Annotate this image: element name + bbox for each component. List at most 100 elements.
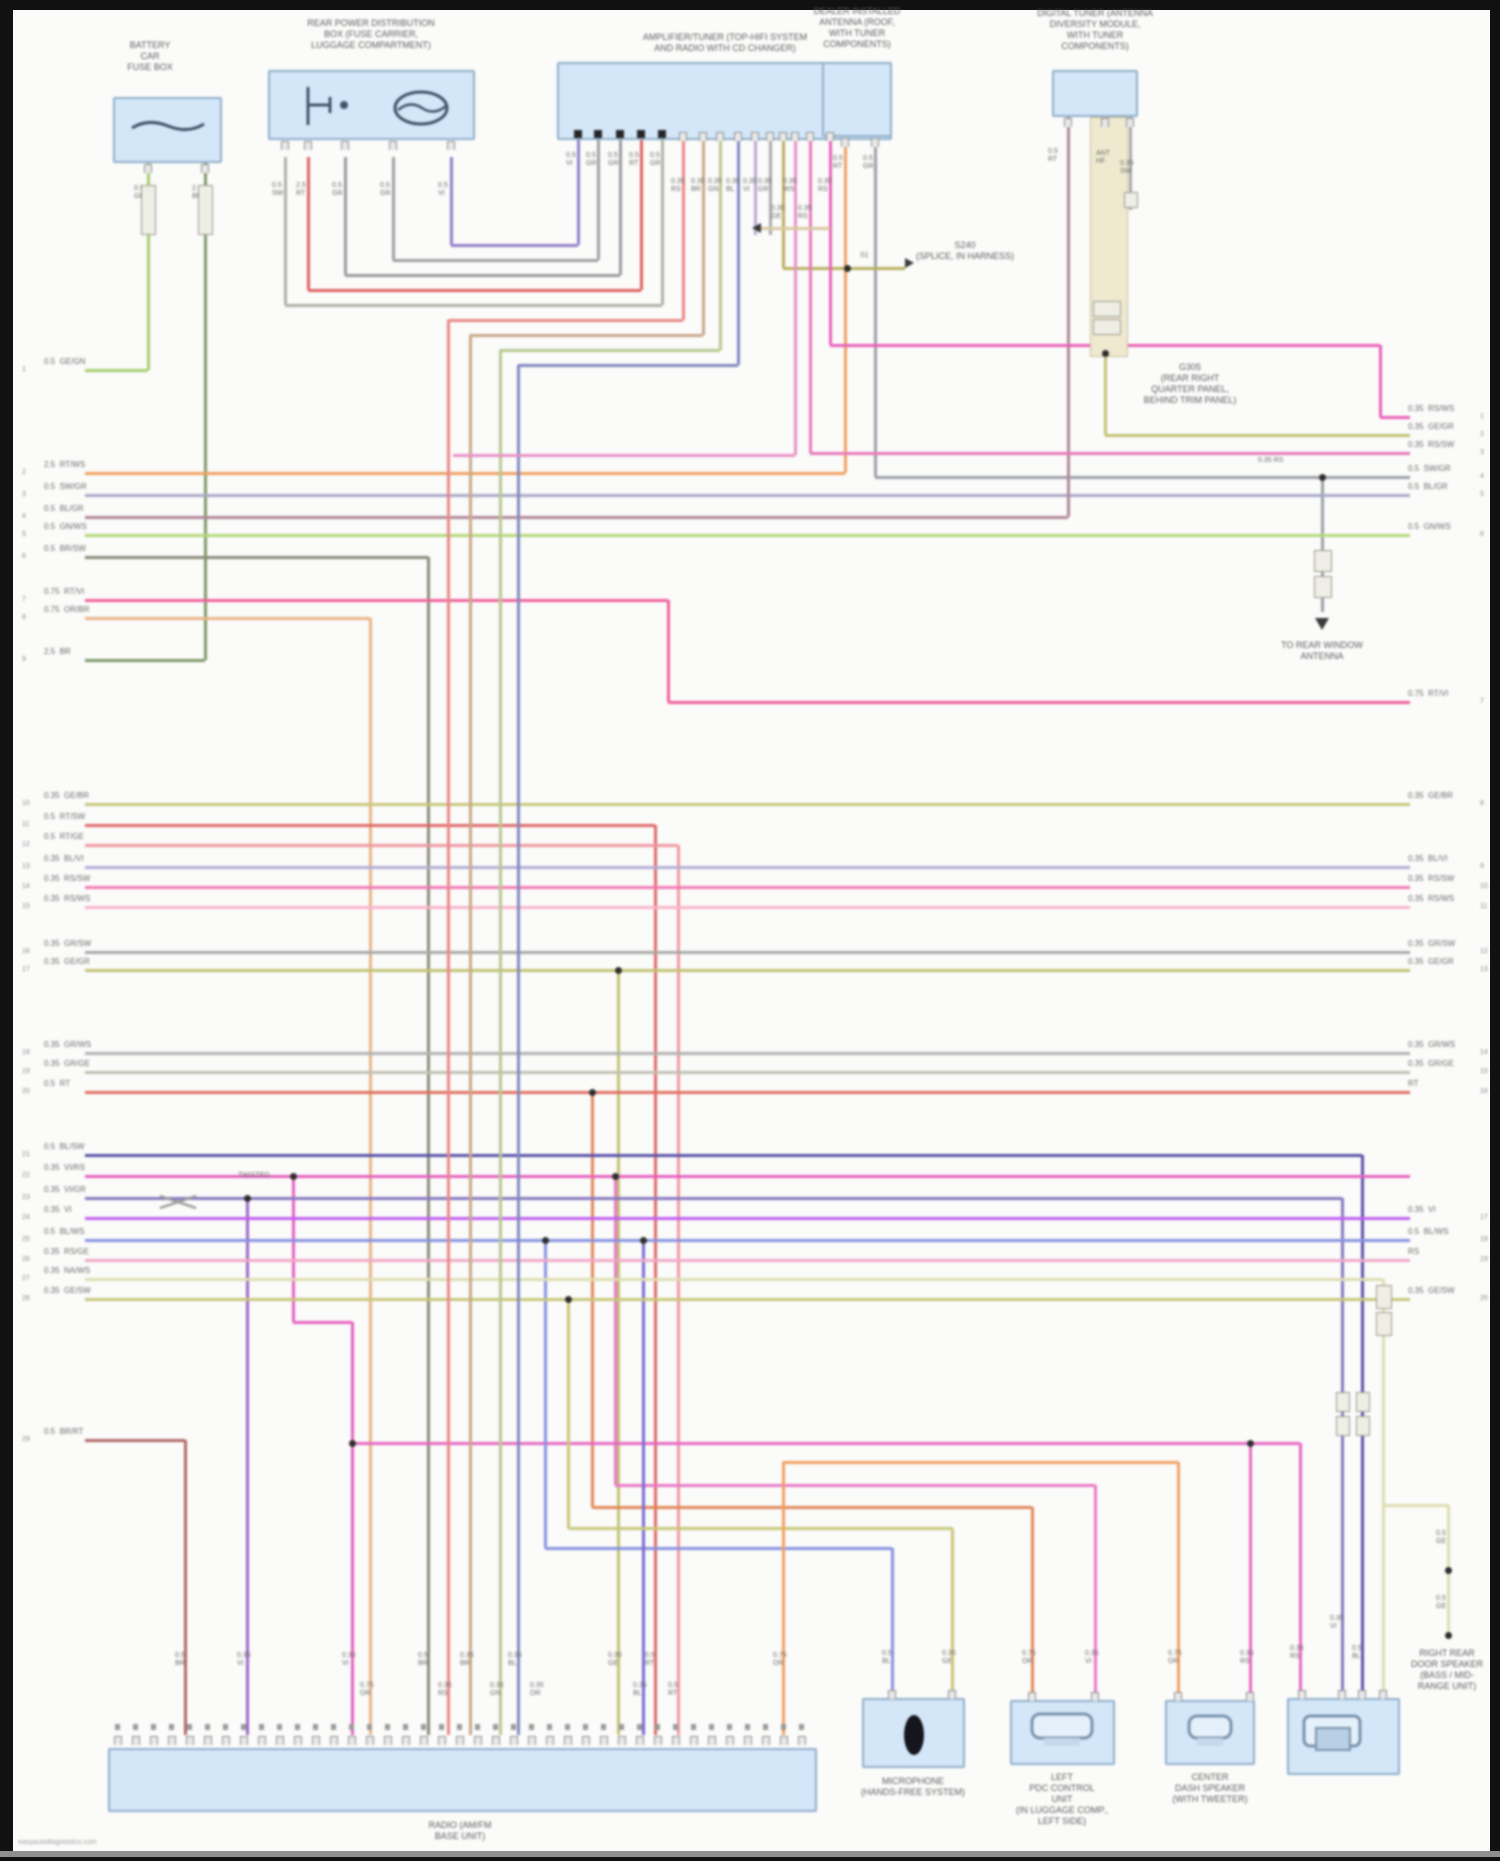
wire-spec-label: 0.35 WS (783, 178, 797, 193)
left-wire-label: 0.35 GR/WS (44, 1040, 92, 1049)
c830-magenta-wire-segment (828, 140, 832, 345)
stair1-wire-segment (283, 157, 287, 305)
row20-red-wire-segment (85, 1090, 1410, 1094)
left-row-number: 1 (22, 366, 26, 373)
right-wire-label: RT (1408, 1079, 1419, 1088)
left-wire-label: 0.35 GR/GE (44, 1059, 90, 1068)
row7-magenta-wire-segment (666, 600, 670, 702)
junction-dot (1445, 1567, 1452, 1574)
wire-spec-label: 0.5 GR (608, 152, 619, 167)
connector-pin (1028, 1692, 1036, 1701)
wire-spec-label: 0.35 BL (726, 178, 740, 193)
connector-pin (1101, 118, 1109, 127)
wire-spec-label: 0.35 RS (1290, 1645, 1304, 1660)
left-row-number: 19 (22, 1068, 30, 1075)
right-wire-label: 0.35 RS/SW (1408, 440, 1455, 449)
pin-number-mark (385, 1724, 390, 1730)
junction-dot (290, 1173, 297, 1180)
relay-icon (300, 85, 360, 130)
right-wire-label: 0.5 BL/WS (1408, 1227, 1449, 1236)
row14-pink-wire-segment (85, 885, 1410, 889)
v568-olive-wire-segment (568, 1526, 952, 1530)
right-row-number: 2 (1480, 431, 1484, 438)
wire-spec-label: 0.5 RT (645, 1652, 655, 1667)
left-wire-label: 0.75 OR/BR (44, 605, 90, 614)
wire-spec-label: 0.5 VI (438, 182, 448, 197)
connector-pin (1064, 118, 1072, 127)
stair5-wire-segment (451, 243, 578, 247)
pin-number-mark (169, 1724, 174, 1730)
v615-magenta-wire-segment (615, 1483, 1095, 1487)
junction-dot (615, 967, 622, 974)
wire-spec-label: 0.5 RT (668, 1682, 678, 1697)
connector-pin (734, 132, 742, 141)
left-wire-label: 0.35 GR/SW (44, 939, 92, 948)
c795-wire-segment (453, 453, 795, 457)
wire-spec-label: 0.35 RS (438, 1682, 452, 1697)
row23-violet-wire-segment (1340, 1198, 1344, 1698)
pin-number-mark (547, 1724, 552, 1730)
connector-mark (1124, 192, 1138, 208)
connector-mark (1093, 301, 1121, 317)
stair3-wire-segment (343, 157, 347, 275)
down-arrow-icon (1315, 618, 1329, 630)
connector-pin (1174, 1692, 1182, 1701)
pin-number-mark (295, 1724, 300, 1730)
right-wire-label: 0.5 SW/GR (1408, 464, 1451, 473)
wire-spec-label: 0.35 VI (1330, 1615, 1344, 1630)
right-wire-label: 0.35 VI (1408, 1205, 1436, 1214)
connector-pin (806, 132, 814, 141)
c720-wire-segment (500, 348, 720, 352)
pin-number-mark (673, 1724, 678, 1730)
wire-spec-label: 0.35 BL (508, 1652, 522, 1667)
wire-spec-label: 0.5 GR (863, 155, 874, 170)
left-row-number: 20 (22, 1088, 30, 1095)
left-row-number: 21 (22, 1151, 30, 1158)
connector-pin (1338, 1690, 1346, 1699)
v615-magenta-wire-segment (1093, 1485, 1097, 1700)
connector-mark (1336, 1392, 1350, 1412)
black-pin (658, 130, 666, 138)
c830-magenta-wire-segment (1380, 415, 1410, 419)
wire-spec-label: 0.35 GE (771, 205, 785, 220)
wire-spec-label: 0.75 OR (360, 1682, 374, 1697)
battery-green-wire-segment (146, 163, 150, 370)
left-row-number: 12 (22, 841, 30, 848)
left-row-number: 27 (22, 1275, 30, 1282)
pin-number-mark (205, 1724, 210, 1730)
connector-pin (600, 1736, 608, 1745)
connector-pin (582, 1736, 590, 1745)
wire-spec-label: 0.75 OR (1168, 1650, 1182, 1665)
left-wire-label: 0.75 RT/VI (44, 587, 85, 596)
wire-spec-label: 0.35 VI (342, 1652, 356, 1667)
left-row-number: 5 (22, 531, 26, 538)
pin-number-mark (277, 1724, 282, 1730)
left-wire-label: 2.5 RT/WS (44, 460, 86, 469)
speaker-icon-center (1185, 1714, 1235, 1748)
connector-mark (141, 185, 156, 235)
row27-cream-wire-segment (85, 1277, 1383, 1281)
connector-pin (726, 1736, 734, 1745)
connector-pin (1091, 1692, 1099, 1701)
connector-pin (871, 138, 879, 147)
battery-icon (128, 110, 208, 140)
right-wire-label: 0.35 GE/BR (1408, 791, 1453, 800)
v592-orange-wire-segment (1030, 1507, 1034, 1698)
right-row-number: 15 (1480, 1068, 1488, 1075)
left-row-number: 16 (22, 948, 30, 955)
right-row-number: 7 (1480, 698, 1484, 705)
wire-spec-label: S1 (860, 252, 869, 259)
pin-number-mark (259, 1724, 264, 1730)
roof-antenna-box (822, 62, 892, 137)
black-pin (594, 130, 602, 138)
wire-spec-label: 0.75 OR (773, 1652, 787, 1667)
right-wire-label: 0.5 BL/GR (1408, 482, 1448, 491)
twist-icon (158, 1192, 198, 1212)
wire-spec-label: 0.35 RS (818, 178, 832, 193)
pin-number-mark (349, 1724, 354, 1730)
row10-olive-wire-segment (85, 802, 1410, 806)
right-row-number: 12 (1480, 948, 1488, 955)
pin-number-mark (799, 1724, 804, 1730)
wire-spec-label: 0.5 BR (418, 1652, 428, 1667)
left-row-number: 6 (22, 553, 26, 560)
